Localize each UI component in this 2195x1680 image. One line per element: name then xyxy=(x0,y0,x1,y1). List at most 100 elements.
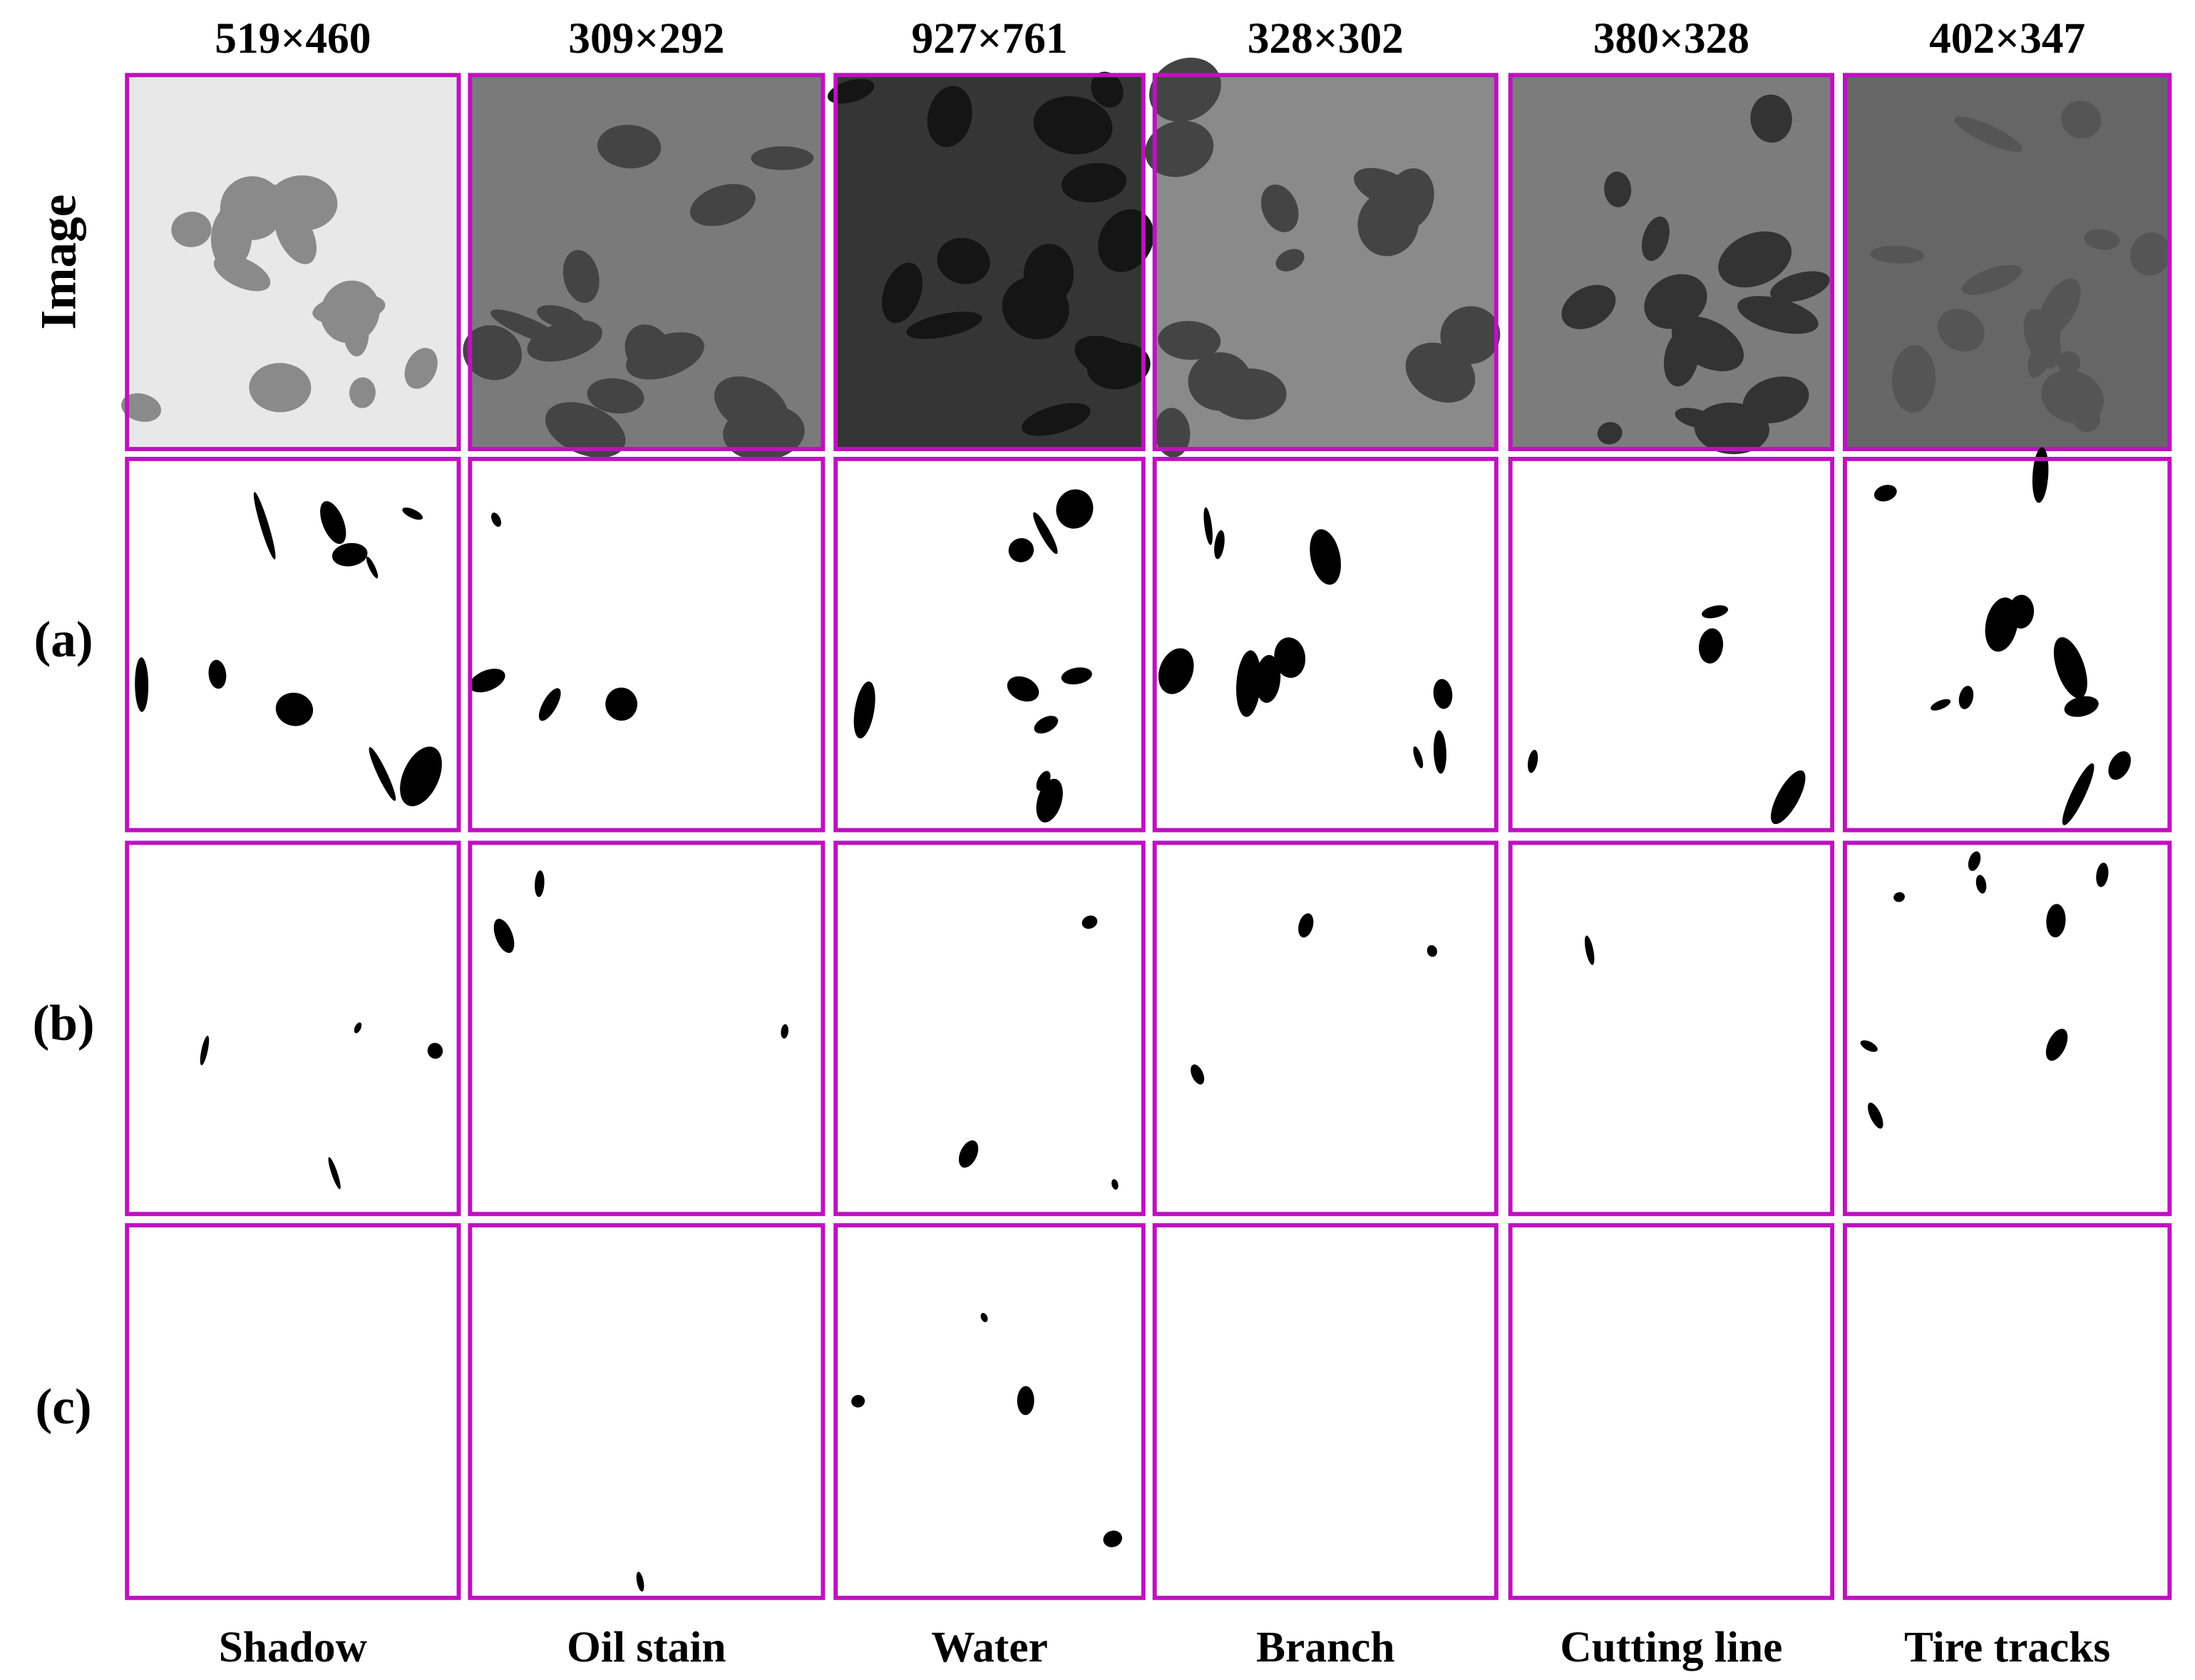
cell xyxy=(833,1223,1146,1600)
blob xyxy=(1034,716,1059,734)
blob xyxy=(1718,231,1792,288)
blob xyxy=(2053,637,2087,699)
cell xyxy=(125,456,461,833)
column-size: 927×761 xyxy=(911,14,1067,63)
blob xyxy=(851,1395,865,1408)
blob xyxy=(1354,168,1417,208)
blob xyxy=(1154,408,1191,458)
cell-background xyxy=(836,458,1143,830)
column-label: Branch xyxy=(1256,1623,1394,1671)
cell-border xyxy=(468,456,826,833)
blob xyxy=(1298,913,1314,938)
blob xyxy=(1961,264,2022,295)
blob xyxy=(958,1140,979,1168)
column-size: 328×302 xyxy=(1248,14,1404,63)
cell xyxy=(1508,73,1835,455)
cell-border xyxy=(1152,1223,1499,1600)
blob xyxy=(1742,376,1809,423)
cell xyxy=(125,840,461,1217)
blob xyxy=(1699,628,1724,664)
cell xyxy=(121,73,461,451)
cell-background xyxy=(470,1225,823,1598)
row-label: Image xyxy=(30,195,86,330)
cell xyxy=(1842,1223,2172,1600)
blob xyxy=(320,501,346,545)
blob xyxy=(1033,96,1113,155)
cell xyxy=(125,1223,461,1600)
cell-border xyxy=(1508,73,1835,451)
blob xyxy=(937,237,990,284)
blob xyxy=(545,402,626,458)
blob xyxy=(493,919,515,953)
cell-background xyxy=(1510,1225,1833,1598)
cell-border xyxy=(833,1223,1146,1600)
cell-border xyxy=(1508,840,1835,1217)
cell-background xyxy=(1510,458,1833,830)
cell xyxy=(468,456,826,833)
blob xyxy=(1975,875,1987,894)
blob xyxy=(636,1572,644,1592)
blob xyxy=(1644,274,1707,329)
column-size: 519×460 xyxy=(215,14,371,63)
blob xyxy=(2057,351,2081,374)
blob xyxy=(1158,648,1194,694)
blob xyxy=(2108,751,2132,780)
blob xyxy=(1021,403,1091,436)
blob xyxy=(562,249,600,304)
blob xyxy=(463,325,522,381)
blob xyxy=(1561,284,1616,329)
blob xyxy=(1604,171,1632,207)
cell-border xyxy=(1152,456,1499,833)
blob xyxy=(827,78,875,104)
blob xyxy=(2096,862,2109,887)
column-size: 380×328 xyxy=(1593,14,1749,63)
blob xyxy=(1958,686,1974,709)
blob xyxy=(1433,679,1453,709)
blob xyxy=(171,211,212,247)
row-label: (a) xyxy=(34,612,93,668)
cell-border xyxy=(1842,73,2172,451)
blob xyxy=(751,146,814,170)
blob xyxy=(427,1043,443,1059)
blob xyxy=(1873,485,1897,502)
blob xyxy=(1017,1386,1034,1416)
cell-border xyxy=(1842,1223,2172,1600)
blob xyxy=(1056,489,1094,529)
blob xyxy=(1985,597,2018,652)
blob xyxy=(906,311,982,339)
blob xyxy=(2041,370,2104,424)
blob xyxy=(1893,892,1905,902)
blob xyxy=(274,205,317,264)
cell-border xyxy=(468,73,826,451)
cell xyxy=(1508,456,1835,833)
blob xyxy=(275,692,314,726)
blob xyxy=(213,254,271,292)
blob xyxy=(2064,696,2099,717)
blob xyxy=(2046,904,2066,938)
blob xyxy=(689,184,756,227)
blob xyxy=(597,125,662,169)
blob xyxy=(1868,1102,1883,1129)
blob xyxy=(1191,1064,1205,1085)
cell-background xyxy=(127,842,459,1215)
cell-border xyxy=(833,456,1146,833)
blob xyxy=(1236,650,1261,717)
cell-border xyxy=(1152,840,1499,1217)
blob xyxy=(220,176,284,240)
cell-background xyxy=(127,1225,459,1598)
cell-border xyxy=(833,840,1146,1217)
column-label: Water xyxy=(931,1623,1048,1671)
blob xyxy=(1968,851,1981,871)
column-label: Oil stain xyxy=(567,1623,726,1671)
blob xyxy=(1954,116,2022,152)
blob xyxy=(624,324,673,378)
blob xyxy=(1310,529,1342,585)
blob xyxy=(349,377,376,408)
blob xyxy=(1641,216,1670,262)
blob xyxy=(135,657,149,712)
blob xyxy=(1750,94,1792,143)
cell-border xyxy=(1842,840,2172,1217)
blob xyxy=(1081,915,1098,929)
blob xyxy=(366,556,379,579)
cell xyxy=(1152,456,1499,833)
